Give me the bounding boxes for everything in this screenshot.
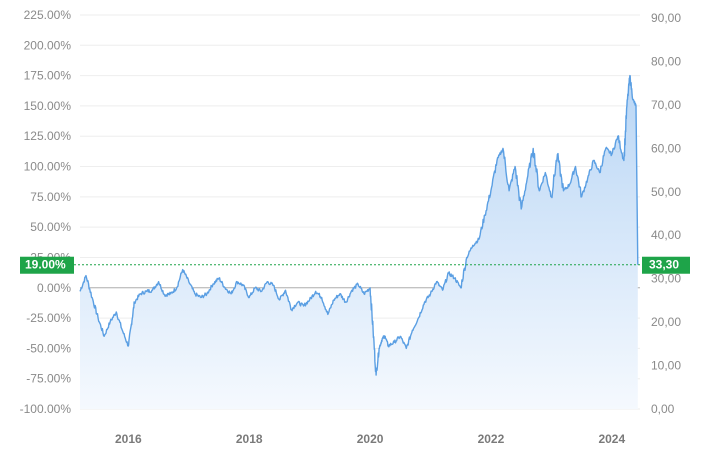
left-axis-tick-label: 225.00% [24, 8, 72, 22]
x-axis-tick-label: 2020 [357, 432, 384, 446]
left-axis-tick-label: 200.00% [24, 38, 72, 52]
x-axis-tick-label: 2018 [236, 432, 263, 446]
left-axis-tick-label: 50.00% [30, 220, 71, 234]
current-price-badge-bg [642, 256, 690, 274]
performance-area-fill [80, 75, 638, 409]
left-axis-tick-label: 150.00% [24, 99, 72, 113]
right-axis-tick-label: 50,00 [651, 185, 681, 199]
x-axis-tick-label: 2024 [598, 432, 625, 446]
right-axis-tick-label: 30,00 [651, 272, 681, 286]
left-axis-tick-label: 0.00% [37, 281, 71, 295]
right-axis-ticks: 90,00 80,00 70,00 60,00 50,00 40,00 30,00 20,00… [651, 11, 681, 416]
left-axis-tick-label: 125.00% [24, 129, 72, 143]
left-axis-tick-label: -75.00% [26, 372, 71, 386]
right-axis-tick-label: 60,00 [651, 141, 681, 155]
right-axis-tick-label: 70,00 [651, 98, 681, 112]
left-axis-tick-label: -50.00% [26, 341, 71, 355]
x-axis-tick-label: 2022 [478, 432, 505, 446]
right-axis-tick-label: 10,00 [651, 359, 681, 373]
left-axis-tick-label: -100.00% [20, 402, 72, 416]
current-price-label: 33,30 [649, 258, 679, 272]
left-axis-tick-label: 75.00% [30, 190, 71, 204]
right-axis-tick-label: 90,00 [651, 11, 681, 25]
current-percent-label: 19.00% [25, 258, 66, 272]
right-axis-tick-label: 0,00 [651, 402, 675, 416]
left-axis-tick-label: 100.00% [24, 160, 72, 174]
left-axis-ticks: 225.00% 200.00% 175.00% 150.00% 125.00% 100.0… [20, 8, 72, 416]
right-axis-tick-label: 80,00 [651, 54, 681, 68]
x-axis-ticks: 2016 2018 2020 2022 2024 [115, 432, 625, 446]
x-axis-tick-label: 2016 [115, 432, 142, 446]
performance-line [79, 74, 639, 376]
current-percent-badge: 19.00% [20, 256, 74, 274]
current-percent-badge-bg [20, 256, 74, 274]
current-price-badge: 33,30 [642, 256, 690, 274]
right-axis-tick-label: 40,00 [651, 228, 681, 242]
left-axis-tick-label: 175.00% [24, 69, 72, 83]
left-axis-tick-label: -25.00% [26, 311, 71, 325]
right-axis-tick-label: 20,00 [651, 315, 681, 329]
